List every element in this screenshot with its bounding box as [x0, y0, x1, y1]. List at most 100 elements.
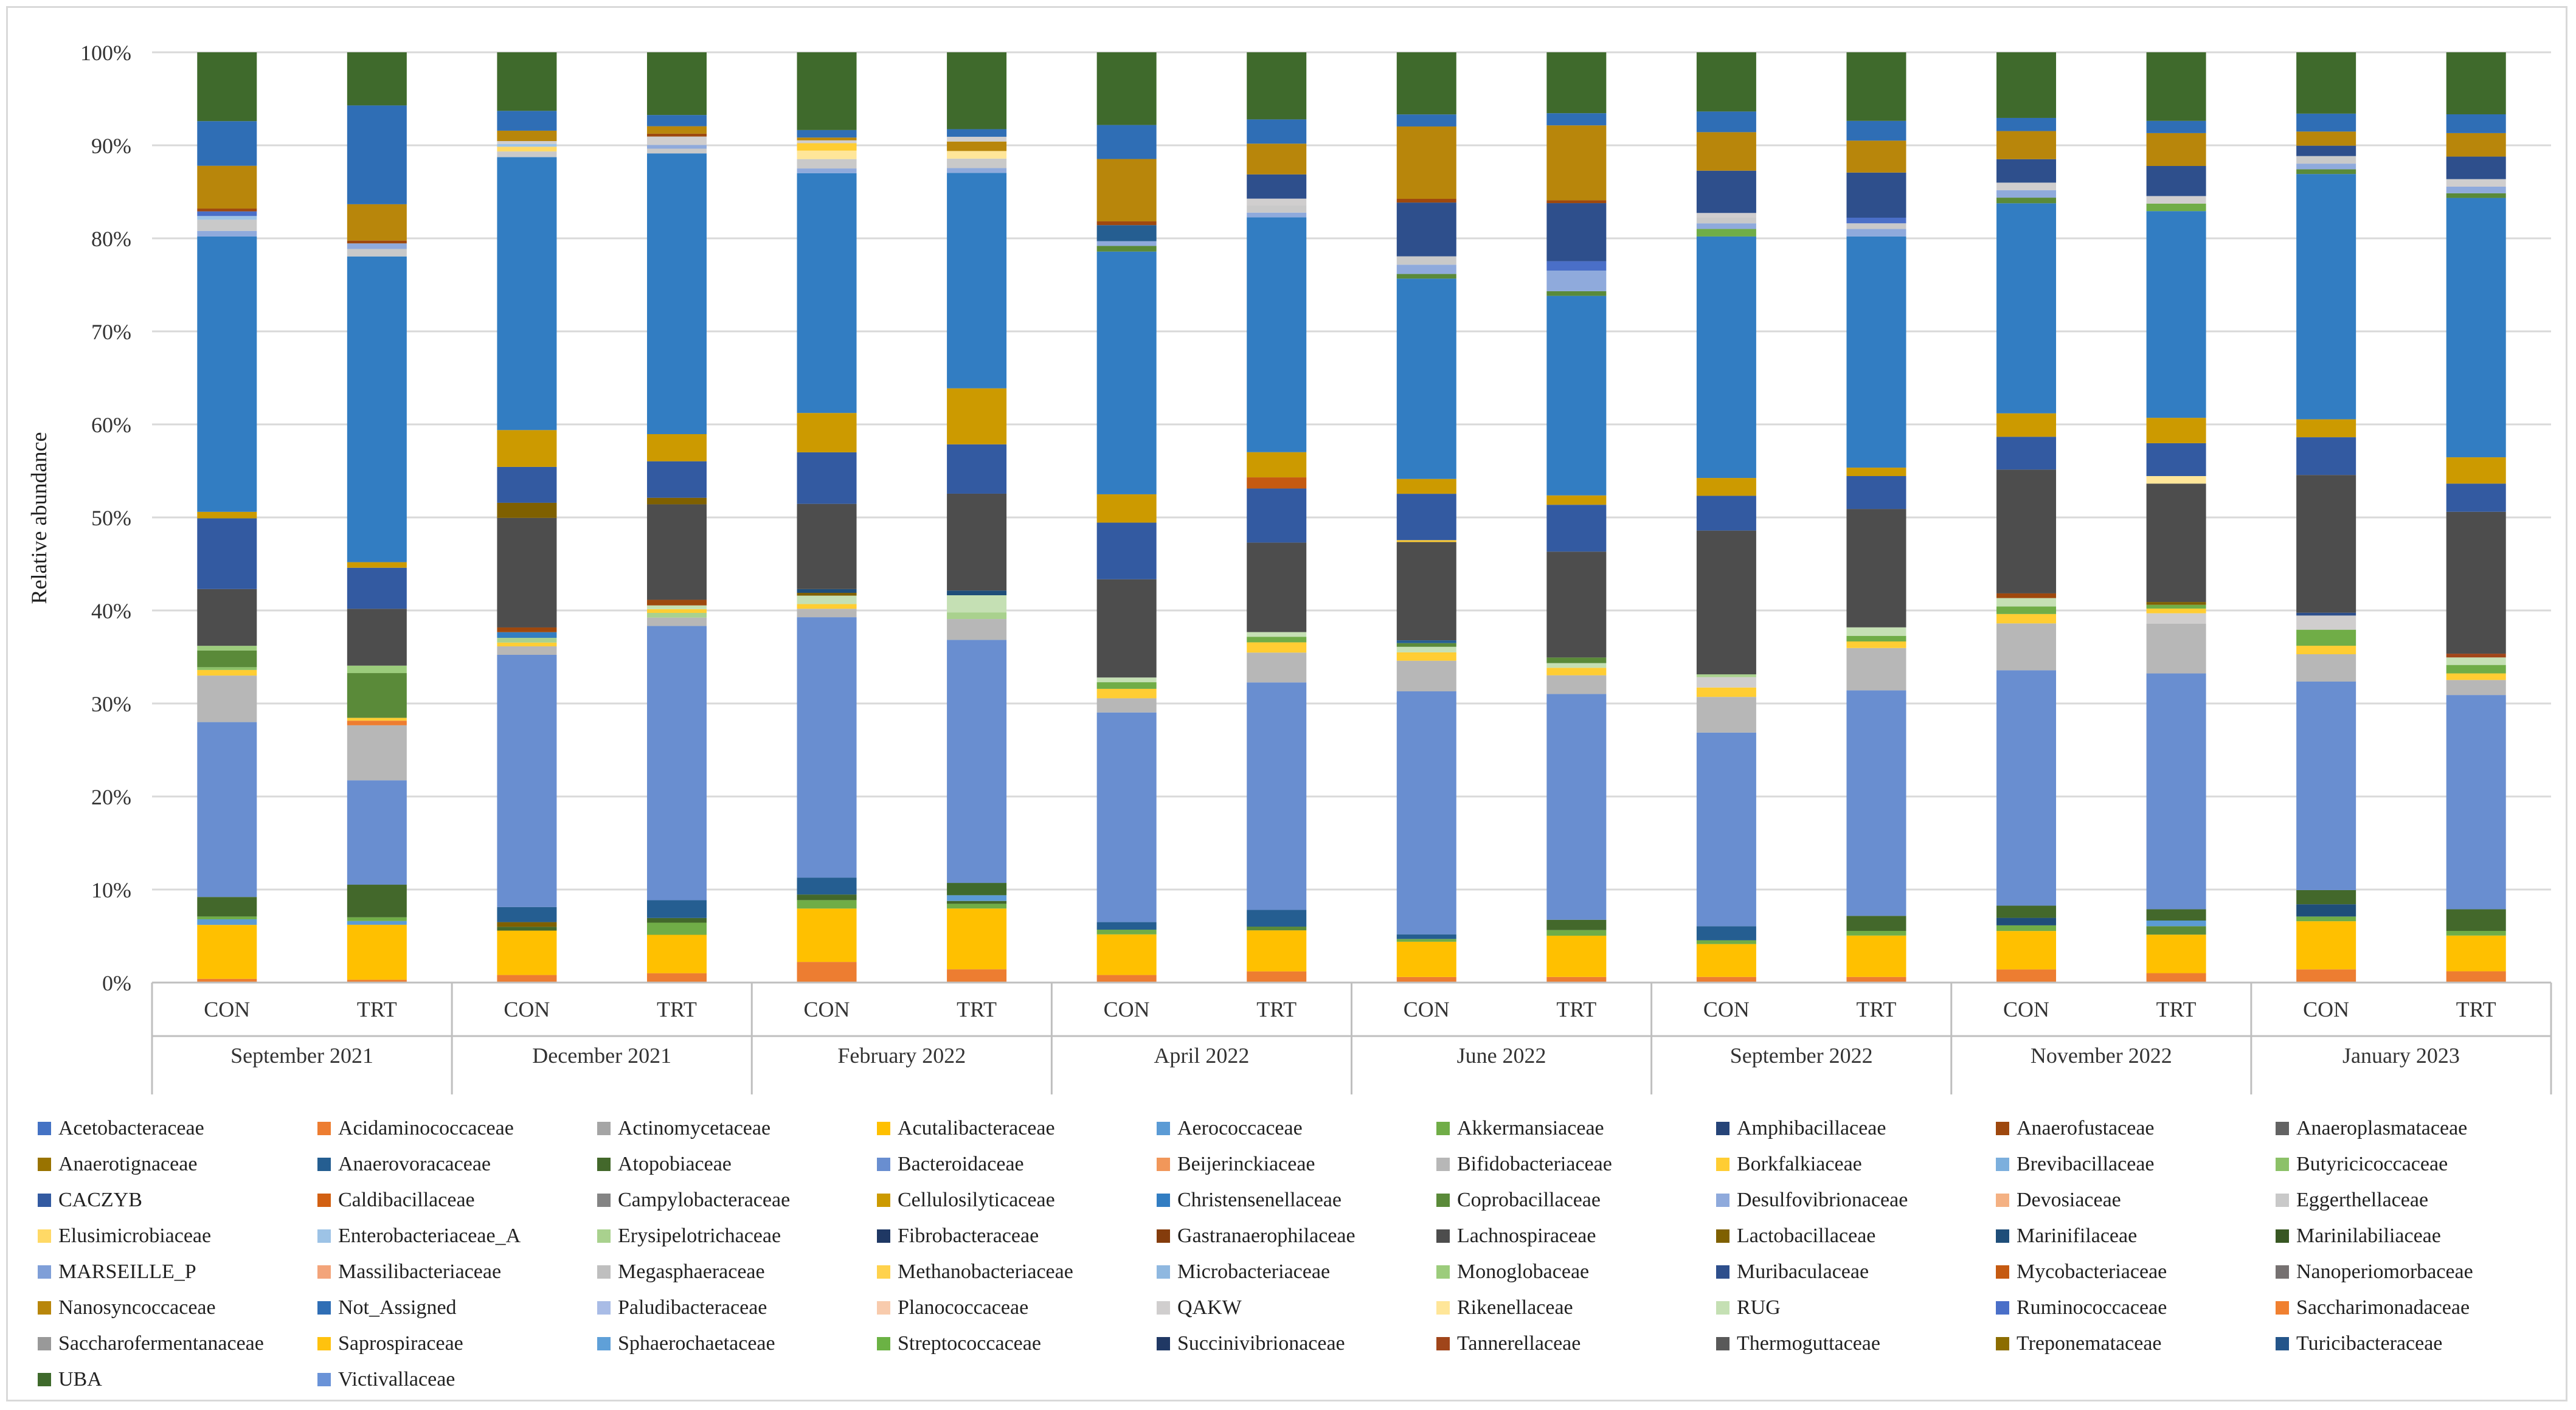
legend-item: Mycobacteriaceae — [1996, 1254, 2276, 1290]
bar-segment — [797, 877, 857, 895]
bar-segment — [497, 111, 557, 131]
legend-item: Paludibacteraceae — [597, 1290, 877, 1325]
legend-item: Treponemataceae — [1996, 1325, 2276, 1361]
legend-swatch — [1716, 1336, 1729, 1350]
bar-segment — [1396, 52, 1456, 115]
bar-segment — [347, 721, 407, 725]
legend-swatch — [1157, 1157, 1170, 1171]
x-tick-label: CON — [2303, 997, 2349, 1021]
legend-label: Marinifilaceae — [2017, 1224, 2138, 1247]
legend-label: Paludibacteraceae — [618, 1296, 767, 1319]
bar-segment — [1096, 922, 1157, 930]
legend-item: Campylobacteraceae — [597, 1182, 877, 1218]
legend-item: Saccharofermentanaceae — [38, 1325, 317, 1361]
legend-item: Megasphaeraceae — [597, 1254, 877, 1290]
bar-september-2021-con — [197, 52, 257, 983]
bar-segment — [2446, 971, 2506, 983]
legend-label: Planococcaceae — [898, 1296, 1029, 1319]
bar-segment — [347, 780, 407, 885]
legend-swatch — [877, 1229, 890, 1243]
bar-segment — [2446, 673, 2506, 680]
bar-segment — [497, 147, 557, 152]
bar-segment — [2146, 602, 2206, 605]
bar-february-2022-con — [797, 52, 857, 983]
legend-swatch — [1716, 1301, 1729, 1315]
bar-segment — [197, 676, 257, 722]
legend-item: Lactobacillaceae — [1716, 1218, 1996, 1254]
legend-swatch — [2276, 1157, 2289, 1171]
legend-label: Saprospiraceae — [338, 1332, 463, 1355]
bar-segment — [2146, 926, 2206, 935]
bar-segment — [1996, 670, 2057, 906]
bar-segment — [947, 158, 1007, 168]
bar-segment — [1546, 930, 1607, 936]
bar-segment — [947, 151, 1007, 159]
bar-segment — [1096, 522, 1157, 579]
bar-september-2021-trt — [347, 52, 407, 983]
bar-segment — [1396, 643, 1456, 647]
bar-segment — [797, 894, 857, 900]
legend-label: Butyricicoccaceae — [2296, 1152, 2448, 1175]
bar-segment — [497, 141, 557, 144]
legend-item: Acetobacteraceae — [38, 1110, 317, 1146]
bar-segment — [347, 256, 407, 562]
legend-item: Lachnospiraceae — [1436, 1218, 1716, 1254]
bar-segment — [646, 126, 707, 134]
bar-segment — [2146, 483, 2206, 603]
bar-segment — [2146, 203, 2206, 212]
bar-segment — [1996, 613, 2057, 624]
bar-segment — [1996, 598, 2057, 607]
bar-segment — [947, 129, 1007, 137]
bar-segment — [2146, 443, 2206, 476]
legend-item: CACZYB — [38, 1182, 317, 1218]
bar-segment — [797, 595, 857, 604]
bar-segment — [2146, 196, 2206, 204]
bar-segment — [2446, 695, 2506, 910]
group-label: June 2022 — [1457, 1043, 1546, 1068]
y-tick-label: 10% — [91, 878, 131, 902]
bar-segment — [947, 969, 1007, 983]
bar-segment — [1546, 675, 1607, 694]
bar-segment — [797, 130, 857, 138]
bar-segment — [797, 150, 857, 159]
bar-segment — [497, 502, 557, 518]
legend-item: Gastranaerophilaceae — [1157, 1218, 1436, 1254]
bar-segment — [797, 962, 857, 983]
bar-segment — [1696, 213, 1756, 218]
bar-segment — [497, 430, 557, 467]
bar-segment — [1546, 113, 1607, 126]
y-tick-label: 20% — [91, 785, 131, 809]
bar-segment — [1696, 697, 1756, 733]
bar-segment — [947, 173, 1007, 389]
bar-segment — [1247, 488, 1307, 543]
bar-segment — [797, 413, 857, 452]
bar-segment — [797, 503, 857, 589]
bar-segment — [2296, 904, 2356, 917]
bar-segment — [1247, 143, 1307, 175]
bar-segment — [2296, 969, 2356, 983]
legend-label: Anaeroplasmataceae — [2296, 1116, 2468, 1139]
bar-segment — [497, 638, 557, 643]
bar-segment — [947, 595, 1007, 613]
legend-swatch — [317, 1265, 331, 1279]
bar-segment — [1696, 236, 1756, 479]
bar-segment — [1096, 579, 1157, 678]
bar-segment — [1546, 694, 1607, 920]
legend-item: Anaeroplasmataceae — [2276, 1110, 2555, 1146]
bar-segment — [197, 209, 257, 212]
legend-label: Microbacteriaceae — [1177, 1260, 1331, 1283]
legend-item: Muribaculaceae — [1716, 1254, 1996, 1290]
legend-item: Elusimicrobiaceae — [38, 1218, 317, 1254]
legend-swatch — [1436, 1157, 1450, 1171]
legend-swatch — [1157, 1193, 1170, 1207]
legend-swatch — [1996, 1229, 2009, 1243]
legend-item: Caldibacillaceae — [317, 1182, 597, 1218]
bar-segment — [947, 904, 1007, 909]
legend-label: Acetobacteraceae — [58, 1116, 204, 1139]
legend-item: Planococcaceae — [877, 1290, 1157, 1325]
bar-segment — [1546, 657, 1607, 663]
legend-label: Erysipelotrichaceae — [618, 1224, 781, 1247]
legend-label: Coprobacillaceae — [1457, 1188, 1601, 1211]
bar-segment — [646, 609, 707, 613]
bar-segment — [2446, 52, 2506, 114]
